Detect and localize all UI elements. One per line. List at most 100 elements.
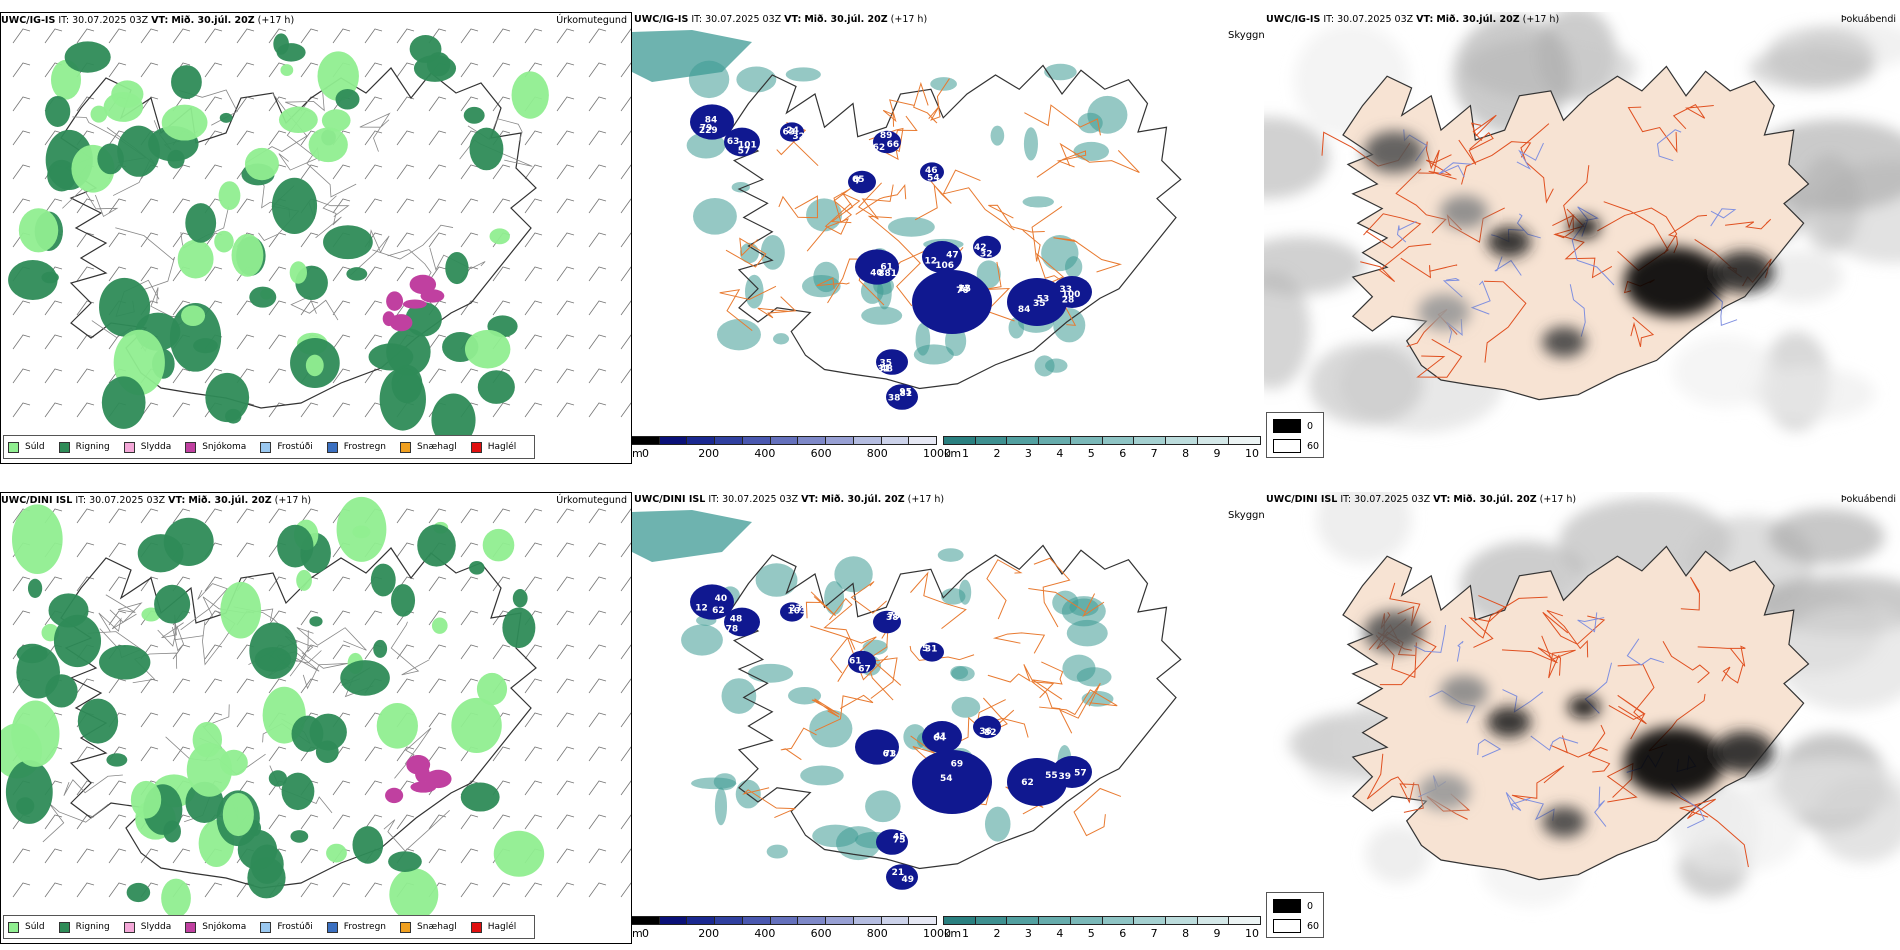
wind-barb bbox=[140, 266, 159, 282]
wind-barb bbox=[76, 508, 95, 524]
panel-title-precip: Úrkomutegund bbox=[556, 495, 627, 506]
wind-barb bbox=[428, 848, 447, 864]
road-line bbox=[1036, 150, 1087, 178]
wind-barb bbox=[620, 746, 631, 762]
river-line bbox=[1626, 638, 1665, 666]
fog-index-area bbox=[1568, 695, 1600, 719]
wind-barb bbox=[332, 780, 351, 796]
cloud-height-label: 63 bbox=[727, 137, 740, 147]
fog-haze-area bbox=[1264, 236, 1365, 295]
colorbar-tick: 10 bbox=[1245, 447, 1259, 460]
model-name: UWC/DINI ISL bbox=[1, 495, 73, 506]
wind-barb bbox=[460, 576, 479, 592]
cloud-base-area bbox=[922, 241, 962, 273]
precip-area bbox=[163, 820, 181, 843]
wind-barb bbox=[172, 28, 191, 44]
precip-area bbox=[323, 225, 373, 260]
precip-area bbox=[27, 578, 43, 599]
wind-barb bbox=[460, 62, 479, 78]
colorbar-segment bbox=[852, 436, 882, 445]
legend-swatch bbox=[326, 921, 338, 933]
wind-barb bbox=[588, 130, 607, 146]
road-line bbox=[1672, 103, 1714, 130]
wind-barb bbox=[396, 542, 415, 558]
precip-area bbox=[220, 581, 262, 639]
precip-area bbox=[185, 203, 217, 243]
road-line bbox=[1627, 106, 1678, 154]
vt-value: Mið. 30.júl. 20Z bbox=[821, 494, 905, 505]
road-line bbox=[928, 78, 950, 121]
road-line bbox=[1418, 141, 1440, 174]
cloud-height-label: 33 bbox=[1059, 285, 1072, 295]
snow-area bbox=[409, 274, 437, 295]
cloud-height-label: 76 bbox=[956, 286, 969, 296]
road-line bbox=[1617, 663, 1655, 725]
visibility-area bbox=[714, 787, 728, 826]
wind-barb bbox=[428, 610, 447, 626]
wind-barb bbox=[300, 28, 319, 44]
colorbar-segment bbox=[686, 916, 716, 925]
wind-barb bbox=[364, 198, 383, 214]
cloud-height-label: 32 bbox=[980, 249, 993, 259]
visibility-area bbox=[940, 588, 966, 605]
road-line bbox=[1028, 588, 1105, 618]
colorbar-segment bbox=[741, 916, 771, 925]
road-line bbox=[390, 621, 430, 676]
colorbar-segment bbox=[852, 916, 882, 925]
wind-barb bbox=[300, 814, 319, 830]
visibility-area bbox=[1022, 196, 1054, 208]
wind-barb bbox=[172, 198, 191, 214]
visibility-panel-row1: UWC/IG-IS IT: 30.07.2025 03Z VT: Mið. 30… bbox=[632, 12, 1264, 464]
visibility-area bbox=[930, 77, 957, 91]
wind-barb bbox=[620, 678, 631, 694]
visibility-area bbox=[688, 60, 730, 99]
cloud-height-label: 12 bbox=[925, 256, 938, 266]
cloud-height-label: 28 bbox=[1062, 295, 1075, 305]
cloud-height-label: 32 bbox=[792, 132, 805, 142]
cloud-height-label: 63 bbox=[782, 128, 795, 138]
wind-barb bbox=[12, 882, 31, 898]
precip-area bbox=[388, 851, 422, 872]
wind-barb bbox=[204, 610, 223, 626]
road-line bbox=[1550, 735, 1608, 758]
fog-index-areas bbox=[1364, 131, 1774, 358]
legend-swatch bbox=[400, 441, 412, 453]
precip-area bbox=[99, 644, 151, 680]
fog-haze-area bbox=[1264, 271, 1311, 389]
cloud-height-label: 48 bbox=[880, 364, 893, 374]
wind-barb bbox=[556, 848, 575, 864]
wind-barb bbox=[268, 368, 287, 384]
colorbar-segment bbox=[825, 436, 854, 445]
precip-area bbox=[451, 697, 502, 754]
snow-area bbox=[389, 314, 413, 332]
wind-barb bbox=[460, 814, 479, 830]
road-line bbox=[1588, 724, 1611, 773]
wind-barb bbox=[268, 678, 287, 694]
wind-barb bbox=[556, 28, 575, 44]
legend-label: Slydda bbox=[140, 442, 172, 452]
road-line bbox=[1511, 765, 1565, 801]
fog-index-area bbox=[1568, 215, 1600, 239]
precip-area bbox=[111, 80, 144, 108]
precip-area bbox=[277, 524, 314, 568]
precip-map bbox=[1, 496, 631, 921]
precip-area bbox=[97, 143, 124, 175]
fog-index-area bbox=[1714, 731, 1774, 773]
wind-barb bbox=[524, 814, 543, 830]
legend-label: Súld bbox=[25, 922, 45, 932]
panel-title-fog: Þokuábendi bbox=[1840, 494, 1896, 505]
precip-areas bbox=[8, 33, 549, 447]
fog-index-area bbox=[1364, 131, 1424, 173]
cloud-height-label: 46 bbox=[925, 166, 938, 176]
wind-barb bbox=[300, 232, 319, 248]
cloud-height-label: 84 bbox=[705, 115, 718, 125]
road-line bbox=[870, 657, 902, 699]
road-line bbox=[806, 202, 852, 252]
wind-barb bbox=[492, 882, 511, 898]
wind-barb bbox=[172, 232, 191, 248]
cloud-height-label: 39 bbox=[1059, 772, 1072, 782]
road-line bbox=[1721, 664, 1744, 684]
wind-barb bbox=[428, 130, 447, 146]
vt-value: Mið. 30.júl. 20Z bbox=[1436, 14, 1520, 25]
wind-barb bbox=[556, 130, 575, 146]
